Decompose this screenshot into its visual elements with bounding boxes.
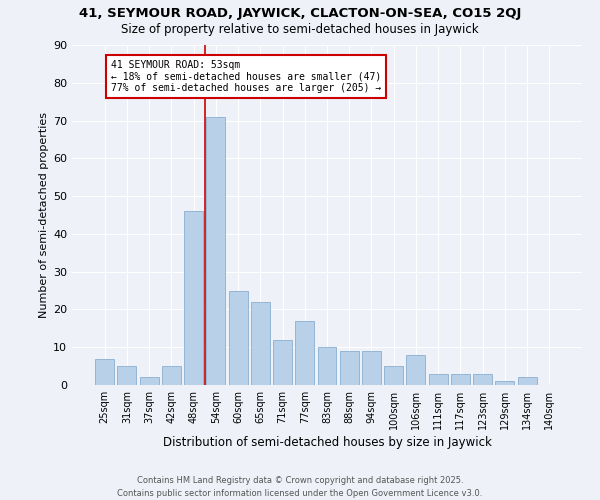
Bar — [251, 302, 270, 385]
Bar — [340, 351, 359, 385]
Text: 41 SEYMOUR ROAD: 53sqm
← 18% of semi-detached houses are smaller (47)
77% of sem: 41 SEYMOUR ROAD: 53sqm ← 18% of semi-det… — [112, 60, 382, 94]
Bar — [95, 358, 114, 385]
X-axis label: Distribution of semi-detached houses by size in Jaywick: Distribution of semi-detached houses by … — [163, 436, 491, 449]
Bar — [206, 117, 225, 385]
Bar — [496, 381, 514, 385]
Y-axis label: Number of semi-detached properties: Number of semi-detached properties — [39, 112, 49, 318]
Bar — [384, 366, 403, 385]
Bar — [429, 374, 448, 385]
Bar — [118, 366, 136, 385]
Bar — [406, 355, 425, 385]
Bar — [518, 378, 536, 385]
Bar — [184, 211, 203, 385]
Bar — [473, 374, 492, 385]
Bar — [162, 366, 181, 385]
Bar — [273, 340, 292, 385]
Bar — [229, 290, 248, 385]
Bar — [317, 347, 337, 385]
Text: 41, SEYMOUR ROAD, JAYWICK, CLACTON-ON-SEA, CO15 2QJ: 41, SEYMOUR ROAD, JAYWICK, CLACTON-ON-SE… — [79, 8, 521, 20]
Bar — [362, 351, 381, 385]
Bar — [295, 321, 314, 385]
Text: Size of property relative to semi-detached houses in Jaywick: Size of property relative to semi-detach… — [121, 22, 479, 36]
Bar — [140, 378, 158, 385]
Text: Contains HM Land Registry data © Crown copyright and database right 2025.
Contai: Contains HM Land Registry data © Crown c… — [118, 476, 482, 498]
Bar — [451, 374, 470, 385]
